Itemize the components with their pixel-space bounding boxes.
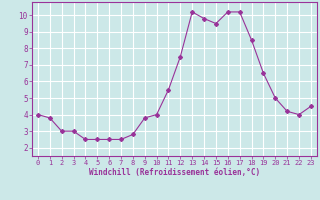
X-axis label: Windchill (Refroidissement éolien,°C): Windchill (Refroidissement éolien,°C) xyxy=(89,168,260,177)
